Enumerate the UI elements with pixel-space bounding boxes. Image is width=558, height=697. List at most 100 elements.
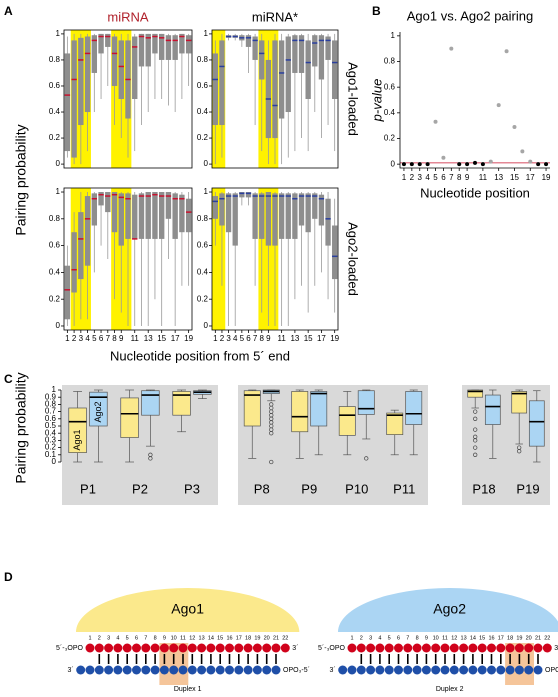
x-tick-label: 5: [240, 334, 245, 343]
x-tick-label: 8: [112, 334, 117, 343]
box: [298, 35, 305, 73]
box: [278, 40, 285, 119]
box: [179, 33, 185, 54]
box: [118, 193, 124, 246]
duplex-label: Duplex 1: [174, 686, 202, 693]
y-tick-label: 0.8: [49, 214, 61, 223]
position-number: 1: [88, 635, 91, 641]
outlier: [473, 427, 478, 432]
nucleotide: [94, 665, 104, 675]
y-tick-label: 0.4: [49, 107, 61, 116]
x-tick-label: P2: [132, 481, 148, 496]
x-tick-label: 13: [290, 334, 299, 343]
position-number: 14: [208, 635, 214, 641]
protein-shape: [76, 588, 300, 632]
outlier: [517, 449, 522, 454]
point: [441, 155, 446, 160]
point: [536, 162, 541, 167]
x-tick-label: 3: [79, 334, 84, 343]
y-tick-label: 0.6: [45, 414, 57, 423]
nucleotide: [431, 665, 441, 675]
box: [105, 33, 111, 47]
position-number: 1: [350, 635, 353, 641]
nucleotide: [421, 643, 431, 653]
box: [291, 391, 309, 433]
x-tick-label: 13: [144, 334, 153, 343]
outlier: [269, 459, 274, 465]
y-tick-label: 0.1: [45, 450, 57, 459]
nucleotide: [356, 643, 366, 653]
nucleotide: [141, 643, 151, 653]
y-tick-label: 0.4: [197, 268, 209, 277]
box: [141, 390, 160, 416]
box: [78, 37, 84, 126]
position-number: 7: [144, 635, 147, 641]
x-tick-label: 11: [131, 334, 140, 343]
box: [272, 40, 278, 139]
y-tick-label: 1: [204, 187, 209, 196]
nucleotide: [384, 665, 394, 675]
nucleotide: [440, 665, 450, 675]
box: [285, 193, 291, 239]
box: [71, 40, 77, 158]
outlier: [473, 416, 478, 421]
nucleotide: [533, 665, 543, 675]
point: [528, 159, 533, 164]
box: [239, 192, 245, 198]
nucleotide: [132, 643, 141, 653]
point: [520, 149, 525, 154]
nucleotide: [85, 665, 95, 675]
x-axis-label: Nucleotide position from 5´ end: [110, 348, 290, 363]
protein-label: Ago2: [433, 601, 466, 617]
y-axis-label: Pairing probability: [13, 372, 29, 483]
y-tick-label: 1: [204, 29, 209, 38]
box: [152, 192, 158, 239]
position-number: 17: [498, 635, 504, 641]
x-tick-label: P3: [184, 481, 200, 496]
position-number: 3: [369, 635, 372, 641]
nucleotide: [394, 665, 403, 675]
x-tick-label: 19: [330, 334, 339, 343]
strand-end: 3´: [329, 667, 335, 674]
nucleotide: [459, 665, 469, 675]
point: [449, 46, 454, 51]
x-tick-label: 3: [226, 334, 231, 343]
nucleotide: [141, 665, 151, 675]
box: [132, 36, 138, 99]
position-number: 11: [442, 635, 448, 641]
position-number: 9: [425, 635, 428, 641]
box: [91, 193, 98, 226]
position-number: 7: [406, 635, 409, 641]
plot-border: [211, 187, 339, 331]
position-number: 2: [98, 635, 101, 641]
box: [111, 192, 118, 233]
nucleotide: [104, 643, 114, 653]
box: [145, 33, 151, 67]
plot-border: [63, 29, 193, 169]
point: [488, 159, 493, 164]
box: [278, 193, 285, 239]
box: [111, 36, 118, 86]
strand-end: OPO₃-5´: [283, 667, 310, 674]
nucleotide: [280, 643, 290, 653]
box: [98, 33, 104, 54]
point: [433, 119, 438, 124]
nucleotide: [375, 665, 385, 675]
box: [78, 212, 84, 280]
nucleotide: [449, 643, 459, 653]
box: [467, 389, 484, 398]
strand-end: OPO₃-5´: [545, 667, 558, 674]
box: [292, 35, 298, 73]
x-tick-label: 17: [171, 334, 180, 343]
box: [185, 198, 192, 233]
point: [473, 160, 477, 165]
position-number: 11: [180, 635, 186, 641]
x-tick-label: 2: [410, 173, 415, 182]
box: [528, 400, 545, 447]
nucleotide: [496, 665, 506, 675]
box: [165, 192, 172, 219]
box: [84, 196, 91, 266]
box: [332, 40, 338, 99]
x-tick-label: 7: [106, 334, 111, 343]
